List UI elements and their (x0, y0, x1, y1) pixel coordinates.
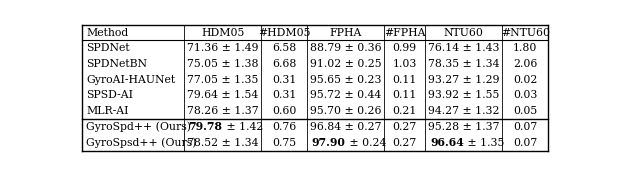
Text: 91.02 ± 0.25: 91.02 ± 0.25 (310, 59, 381, 69)
Text: 93.27 ± 1.29: 93.27 ± 1.29 (428, 75, 499, 85)
Text: 0.07: 0.07 (513, 122, 538, 132)
Text: 0.31: 0.31 (272, 75, 296, 85)
Text: SPDNet: SPDNet (86, 43, 130, 53)
Text: NTU60: NTU60 (444, 28, 484, 38)
Text: 2.06: 2.06 (513, 59, 538, 69)
Text: 78.35 ± 1.34: 78.35 ± 1.34 (428, 59, 499, 69)
Text: 79.78: 79.78 (189, 121, 223, 132)
Text: 77.05 ± 1.35: 77.05 ± 1.35 (187, 75, 259, 85)
Text: 76.14 ± 1.43: 76.14 ± 1.43 (428, 43, 499, 53)
Text: 0.76: 0.76 (272, 122, 296, 132)
Text: 97.90: 97.90 (312, 137, 346, 148)
Text: MLR-AI: MLR-AI (86, 106, 129, 116)
Text: 96.64: 96.64 (430, 137, 463, 148)
Text: HDM05: HDM05 (201, 28, 244, 38)
Text: ± 1.35: ± 1.35 (463, 138, 504, 148)
Text: 0.02: 0.02 (513, 75, 538, 85)
Text: 1.03: 1.03 (392, 59, 417, 69)
Text: 0.27: 0.27 (392, 138, 417, 148)
Text: 88.79 ± 0.36: 88.79 ± 0.36 (310, 43, 381, 53)
Text: 0.31: 0.31 (272, 90, 296, 101)
Text: FPHA: FPHA (330, 28, 362, 38)
Text: 0.27: 0.27 (392, 122, 417, 132)
Text: 0.11: 0.11 (392, 90, 417, 101)
Text: #FPHA: #FPHA (384, 28, 426, 38)
Text: 95.28 ± 1.37: 95.28 ± 1.37 (428, 122, 499, 132)
Text: Method: Method (86, 28, 129, 38)
Text: 0.03: 0.03 (513, 90, 538, 101)
Text: 79.64 ± 1.54: 79.64 ± 1.54 (187, 90, 258, 101)
Text: 95.72 ± 0.44: 95.72 ± 0.44 (310, 90, 381, 101)
Text: 95.65 ± 0.23: 95.65 ± 0.23 (310, 75, 381, 85)
Text: #HDM05: #HDM05 (258, 28, 310, 38)
Text: 0.05: 0.05 (513, 106, 538, 116)
Text: SPSD-AI: SPSD-AI (86, 90, 134, 101)
Text: 78.26 ± 1.37: 78.26 ± 1.37 (187, 106, 259, 116)
Text: 93.92 ± 1.55: 93.92 ± 1.55 (428, 90, 499, 101)
Text: #NTU60: #NTU60 (500, 28, 550, 38)
Text: 0.07: 0.07 (513, 138, 538, 148)
Text: GyroSpsd++ (Ours): GyroSpsd++ (Ours) (86, 137, 197, 148)
Text: GyroSpd++ (Ours): GyroSpd++ (Ours) (86, 122, 191, 132)
Text: 96.84 ± 0.27: 96.84 ± 0.27 (310, 122, 381, 132)
Text: ± 1.42: ± 1.42 (223, 122, 263, 132)
Text: 71.36 ± 1.49: 71.36 ± 1.49 (187, 43, 259, 53)
Text: 94.27 ± 1.32: 94.27 ± 1.32 (428, 106, 499, 116)
Text: SPDNetBN: SPDNetBN (86, 59, 147, 69)
Text: 95.70 ± 0.26: 95.70 ± 0.26 (310, 106, 381, 116)
Text: ± 0.24: ± 0.24 (346, 138, 386, 148)
Text: 6.58: 6.58 (272, 43, 296, 53)
Text: 0.60: 0.60 (272, 106, 296, 116)
Text: 1.80: 1.80 (513, 43, 538, 53)
Text: 0.11: 0.11 (392, 75, 417, 85)
Text: 6.68: 6.68 (272, 59, 296, 69)
Text: 0.75: 0.75 (272, 138, 296, 148)
Text: GyroAI-HAUNet: GyroAI-HAUNet (86, 75, 175, 85)
Text: 78.52 ± 1.34: 78.52 ± 1.34 (187, 138, 259, 148)
Text: 75.05 ± 1.38: 75.05 ± 1.38 (187, 59, 259, 69)
Text: 0.21: 0.21 (392, 106, 417, 116)
Text: 0.99: 0.99 (392, 43, 417, 53)
